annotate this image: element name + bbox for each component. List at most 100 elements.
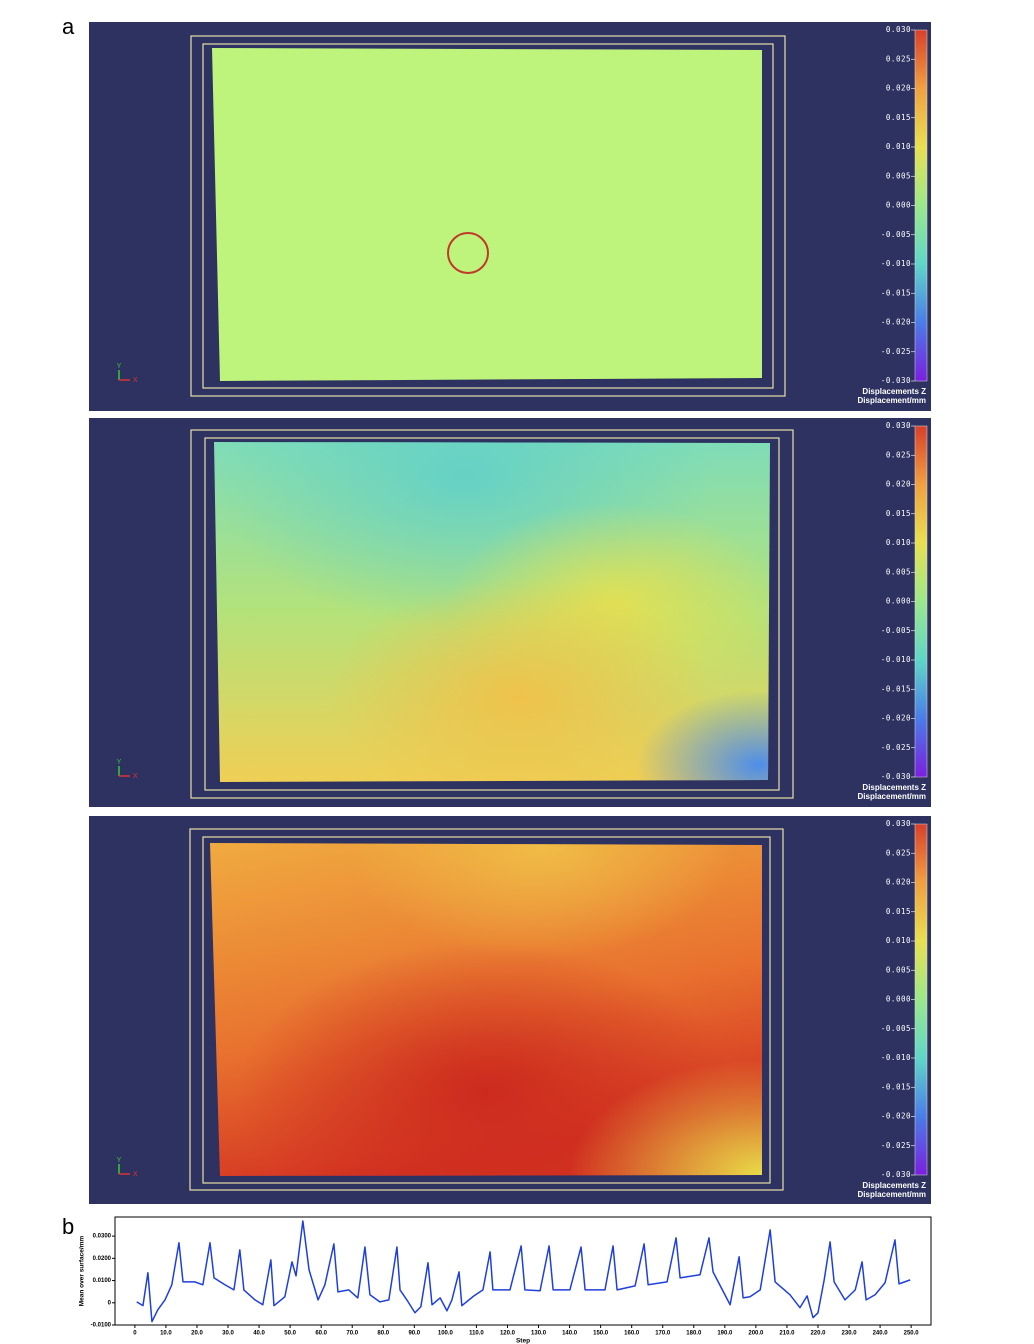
colorbar-tick-label: 0.005 (886, 965, 911, 974)
colorbar-unit: Displacement/mm (858, 792, 926, 801)
x-tick-label: 220.0 (810, 1331, 826, 1337)
colorbar-tick-label: 0.020 (886, 480, 911, 489)
x-tick-label: 0 (133, 1331, 137, 1337)
colorbar-tick-label: 0.030 (886, 25, 911, 34)
y-tick-label: 0.0100 (93, 1278, 112, 1284)
x-tick-label: 190.0 (717, 1331, 733, 1337)
colorbar-tick-label: 0.010 (886, 936, 911, 945)
x-tick-label: 60.0 (315, 1331, 327, 1337)
colorbar-tick-label: 0.025 (886, 450, 911, 459)
colorbar-tick-label: 0.005 (886, 171, 911, 180)
colorbar-tick-label: 0.000 (886, 597, 911, 606)
colorbar-tick-label: 0.000 (886, 995, 911, 1004)
x-tick-label: 90.0 (408, 1331, 420, 1337)
colorbar-tick-label: 0.015 (886, 907, 911, 916)
x-tick-label: 40.0 (253, 1331, 265, 1337)
colorbar-tick-label: -0.005 (881, 626, 911, 635)
colorbar-tick-label: -0.025 (881, 1141, 911, 1150)
axis-triad-label: Y (117, 759, 122, 766)
surface (214, 442, 770, 782)
x-axis-label: Step (516, 1338, 530, 1344)
colorbar-tick-label: -0.005 (881, 1024, 911, 1033)
colorbar-tick-label: 0.030 (886, 819, 911, 828)
colorbar-tick-label: -0.020 (881, 1112, 911, 1121)
colorbar-tick-label: 0.025 (886, 848, 911, 857)
colorbar-title: Displacements Z (862, 387, 926, 396)
colorbar-tick-label: 0.010 (886, 142, 911, 151)
colorbar (914, 823, 928, 1176)
x-tick-label: 180.0 (686, 1331, 702, 1337)
colorbar-tick-label: -0.010 (881, 259, 911, 268)
colorbar-tick-label: 0.025 (886, 54, 911, 63)
colorbar-tick-label: -0.015 (881, 288, 911, 297)
colorbar-unit: Displacement/mm (858, 396, 926, 405)
colorbar-tick-label: -0.010 (881, 1053, 911, 1062)
frame (202, 836, 771, 1184)
colorbar (914, 29, 928, 382)
surface (212, 48, 762, 381)
colorbar-tick-label: 0.010 (886, 538, 911, 547)
colorbar-tick-label: -0.025 (881, 743, 911, 752)
colorbar-tick-label: 0.015 (886, 113, 911, 122)
colorbar-tick-label: -0.020 (881, 714, 911, 723)
colorbar-tick-label: -0.030 (881, 376, 911, 385)
panel-label: b (62, 1214, 74, 1239)
axis-triad-label: X (133, 377, 138, 384)
x-tick-label: 200.0 (748, 1331, 764, 1337)
colorbar (914, 425, 928, 778)
frame (190, 35, 786, 397)
x-tick-label: 110.0 (469, 1331, 484, 1337)
axis-triad-label: X (133, 773, 138, 780)
y-tick-label: 0 (108, 1300, 112, 1306)
x-tick-label: 140.0 (562, 1331, 578, 1337)
colorbar-tick-label: -0.005 (881, 230, 911, 239)
axis-triad-label: Y (117, 1157, 122, 1164)
x-tick-label: 30.0 (222, 1331, 234, 1337)
y-tick-label: 0.0200 (93, 1256, 112, 1262)
colorbar-unit: Displacement/mm (858, 1190, 926, 1199)
y-axis-label: Mean over surface/mm (79, 1236, 86, 1307)
colorbar-tick-label: -0.020 (881, 318, 911, 327)
axis-triad-label: Y (117, 363, 122, 370)
x-tick-label: 160.0 (624, 1331, 640, 1337)
x-tick-label: 80.0 (377, 1331, 389, 1337)
x-tick-label: 250.0 (904, 1331, 920, 1337)
frame (190, 429, 794, 799)
colorbar-tick-label: 0.030 (886, 421, 911, 430)
colorbar-tick-label: -0.015 (881, 684, 911, 693)
x-tick-label: 130.0 (531, 1331, 547, 1337)
frame (202, 43, 774, 389)
colorbar-tick-label: -0.030 (881, 1170, 911, 1179)
x-tick-label: 10.0 (160, 1331, 172, 1337)
x-tick-label: 230.0 (842, 1331, 858, 1337)
colorbar-tick-label: -0.025 (881, 347, 911, 356)
y-tick-label: 0.0300 (93, 1234, 112, 1240)
colorbar-tick-label: 0.000 (886, 201, 911, 210)
panel (89, 22, 931, 411)
colorbar-tick-label: -0.015 (881, 1082, 911, 1091)
frame (204, 437, 780, 791)
colorbar-title: Displacements Z (862, 783, 926, 792)
y-tick-label: -0.0100 (91, 1323, 112, 1329)
x-tick-label: 70.0 (346, 1331, 358, 1337)
x-tick-label: 210.0 (779, 1331, 795, 1337)
panel-label: a (62, 14, 75, 39)
x-tick-label: 120.0 (500, 1331, 516, 1337)
colorbar-tick-label: -0.030 (881, 772, 911, 781)
colorbar-tick-label: 0.020 (886, 84, 911, 93)
x-tick-label: 20.0 (191, 1331, 203, 1337)
colorbar-tick-label: 0.015 (886, 509, 911, 518)
panel (89, 418, 931, 807)
colorbar-tick-label: 0.005 (886, 567, 911, 576)
colorbar-title: Displacements Z (862, 1181, 926, 1190)
colorbar-tick-label: -0.010 (881, 655, 911, 664)
axis-triad-label: X (133, 1171, 138, 1178)
x-tick-label: 170.0 (655, 1331, 671, 1337)
data-line (136, 1220, 911, 1323)
marker-circle (447, 232, 489, 274)
surface (210, 843, 762, 1176)
frame (189, 828, 784, 1191)
x-tick-label: 100.0 (438, 1331, 454, 1337)
panel (89, 816, 931, 1204)
